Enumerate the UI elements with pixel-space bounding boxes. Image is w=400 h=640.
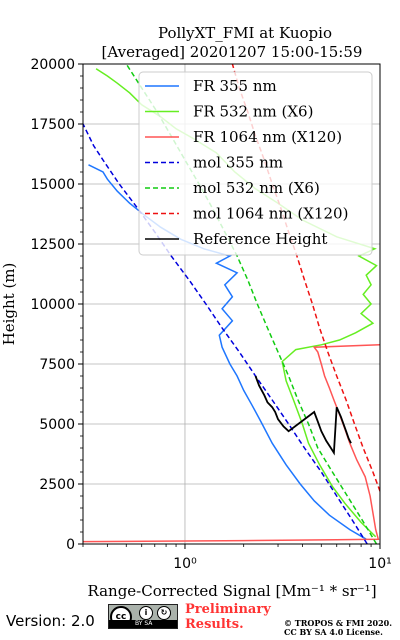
- x-tick-label: 10¹: [368, 556, 391, 572]
- attribution-icon: i: [139, 606, 153, 620]
- series-fr-1064-nm-x120: [83, 344, 380, 543]
- x-tick-label: 10⁰: [173, 556, 197, 572]
- legend-label: mol 1064 nm (X120): [193, 205, 348, 223]
- legend-label: mol 355 nm: [193, 154, 283, 172]
- y-tick-label: 12500: [30, 237, 75, 253]
- y-tick-label: 7500: [39, 357, 75, 373]
- legend: FR 355 nm FR 532 nm (X6) FR 1064 nm (X120)…: [138, 71, 373, 256]
- chart-title: PollyXT_FMI at Kuopio: [158, 24, 332, 42]
- preliminary-line-1: Preliminary: [185, 602, 271, 617]
- series-reference-height: [254, 375, 352, 456]
- legend-box: [138, 71, 373, 256]
- chart-subtitle: [Averaged] 20201207 15:00-15:59: [102, 43, 363, 61]
- preliminary-notice: Preliminary Results.: [185, 602, 271, 632]
- version-label: Version: 2.0: [6, 612, 95, 630]
- x-axis-label: Range-Corrected Signal [Mm⁻¹ * sr⁻¹]: [87, 582, 376, 600]
- y-tick-label: 15000: [30, 177, 75, 193]
- copyright-line-2: CC BY SA 4.0 License.: [284, 627, 383, 637]
- y-axis-label: Height (m): [0, 263, 18, 346]
- y-tick-label: 2500: [39, 477, 75, 493]
- axes: 0 2500 5000 7500 10000 12500 15000 17500 20000 10…: [30, 57, 391, 572]
- legend-label: mol 532 nm (X6): [193, 179, 320, 197]
- y-tick-label: 0: [66, 537, 75, 553]
- legend-label: Reference Height: [193, 230, 327, 248]
- series-mol-355-nm: [83, 123, 368, 544]
- y-tick-label: 5000: [39, 417, 75, 433]
- cc-license-badge: cc i ↻ BY SA: [108, 604, 178, 629]
- legend-label: FR 1064 nm (X120): [193, 128, 342, 146]
- cc-badge-text: BY SA: [135, 620, 153, 627]
- y-tick-label: 10000: [30, 297, 75, 313]
- copyright-line-1: © TROPOS & FMI 2020.: [284, 618, 393, 628]
- copyright-notice: © TROPOS & FMI 2020. CC BY SA 4.0 Licens…: [284, 619, 392, 637]
- y-tick-label: 17500: [30, 117, 75, 133]
- legend-label: FR 532 nm (X6): [193, 103, 313, 121]
- legend-label: FR 355 nm: [193, 77, 277, 95]
- share-alike-icon: ↻: [157, 606, 171, 620]
- preliminary-line-2: Results.: [185, 617, 244, 632]
- y-tick-label: 20000: [30, 57, 75, 73]
